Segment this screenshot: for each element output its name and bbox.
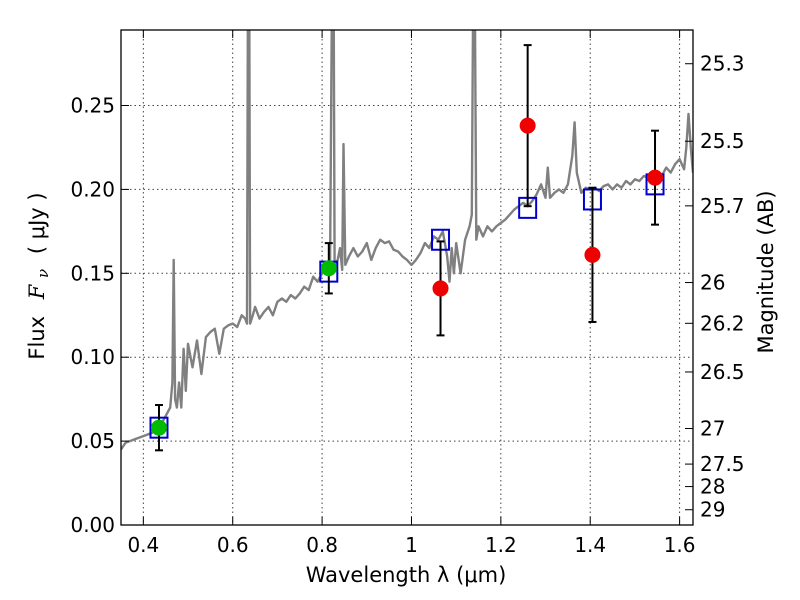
y-tick-label: 0.10 xyxy=(70,345,115,369)
y2-tick-label: 26 xyxy=(700,271,725,295)
x-tick-label: 1.6 xyxy=(664,533,696,557)
model-spectrum-layer xyxy=(121,30,693,451)
x-tick-label: 0.4 xyxy=(127,533,159,557)
y-axis-label-unit: ( μJy ) xyxy=(25,192,49,254)
observed-flux-point xyxy=(519,117,536,134)
grid-lines xyxy=(121,30,693,525)
x-axis-label: Wavelength λ (μm) xyxy=(306,563,507,587)
y2-tick-label: 25.3 xyxy=(700,52,745,76)
y2-tick-label: 28 xyxy=(700,475,725,499)
y-tick-label: 0.05 xyxy=(70,429,115,453)
observed-flux-point xyxy=(584,246,601,263)
y2-tick-label: 25.7 xyxy=(700,194,745,218)
photometry-markers xyxy=(149,44,665,452)
y2-tick-label: 29 xyxy=(700,498,725,522)
y2-tick-label: 27 xyxy=(700,417,725,441)
y-tick-label: 0.20 xyxy=(70,177,115,201)
y2-tick-label: 27.5 xyxy=(700,452,745,476)
y2-tick-label: 26.5 xyxy=(700,360,745,384)
x-tick-label: 1.4 xyxy=(574,533,606,557)
x-tick-label: 1 xyxy=(405,533,418,557)
y-tick-label: 0.15 xyxy=(70,261,115,285)
observed-flux-point xyxy=(432,280,449,297)
observed-flux-point xyxy=(647,169,664,186)
y-tick-label: 0.25 xyxy=(70,94,115,118)
axis-ticks: 0.4 0.6 0.8 1 1.2 1.4 1.6 0.00 0.05 0.10 0.15 0.20 0… xyxy=(70,30,745,557)
x-tick-label: 1.2 xyxy=(485,533,517,557)
x-tick-label: 0.8 xyxy=(306,533,338,557)
y-tick-label: 0.00 xyxy=(70,513,115,537)
model-spectrum-line xyxy=(121,30,693,451)
plot-frame xyxy=(120,29,694,526)
observed-flux-point xyxy=(320,260,337,277)
y-axis-label-symbol: F xyxy=(25,283,49,300)
secondary-y-axis-label: Magnitude (AB) xyxy=(754,190,778,353)
y2-tick-label: 25.5 xyxy=(700,129,745,153)
y-axis-label-prefix: Flux xyxy=(25,316,49,360)
observed-flux-point xyxy=(150,419,167,436)
y-axis-label-subscript: ν xyxy=(34,269,52,278)
y-axis-label: Flux F ν ( μJy ) xyxy=(25,192,53,359)
x-tick-label: 0.6 xyxy=(217,533,249,557)
y2-tick-label: 26.2 xyxy=(700,311,745,335)
